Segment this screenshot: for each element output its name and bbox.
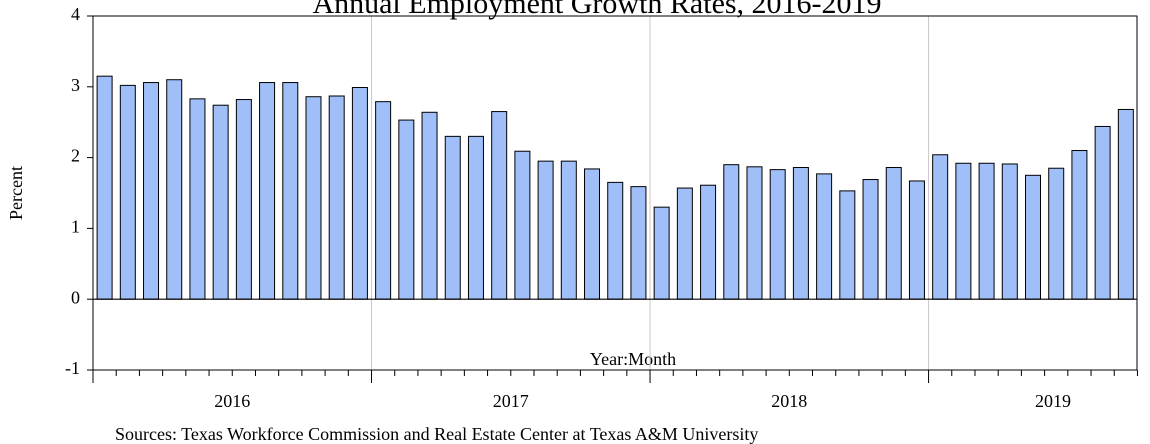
bar (560, 160, 577, 300)
x-tick-label: 2018 (771, 391, 807, 411)
y-tick-label: -1 (65, 358, 80, 378)
bar (212, 104, 229, 300)
bar (514, 150, 531, 300)
bar (839, 190, 856, 300)
bar (235, 99, 252, 300)
x-tick-label: 2016 (214, 391, 250, 411)
bar (746, 166, 763, 300)
bar (537, 160, 554, 300)
bar (398, 119, 415, 300)
bar (375, 101, 392, 300)
plot-frame (92, 15, 1138, 371)
y-tick-label: 1 (71, 217, 80, 237)
bar (1071, 150, 1088, 300)
bar (862, 179, 879, 300)
bar (1117, 108, 1134, 300)
bar (1001, 163, 1018, 300)
y-axis-label: Percent (6, 166, 26, 220)
bar (955, 162, 972, 300)
x-axis-label: Year:Month (590, 349, 676, 369)
bar (584, 168, 601, 300)
bar (676, 187, 693, 300)
bar (282, 82, 299, 300)
bar (630, 186, 647, 300)
y-tick-label: 3 (71, 75, 80, 95)
bar (908, 180, 925, 300)
bar (491, 111, 508, 300)
bar (305, 96, 322, 300)
bar (119, 84, 136, 300)
bar (1048, 167, 1065, 300)
x-tick-label: 2019 (1035, 391, 1071, 411)
bar (444, 135, 461, 300)
y-tick-label: 2 (71, 146, 80, 166)
bar (166, 79, 183, 300)
bar (653, 206, 670, 300)
source-note: Sources: Texas Workforce Commission and … (115, 424, 758, 444)
bar (607, 181, 624, 300)
bar (421, 111, 438, 300)
bar (700, 184, 717, 300)
bar (467, 135, 484, 300)
bar (189, 98, 206, 300)
bar (328, 95, 345, 300)
bar (143, 82, 160, 300)
y-tick-label: 4 (71, 4, 80, 24)
bar (351, 87, 368, 300)
bar (978, 162, 995, 300)
bar (259, 82, 276, 300)
bar (723, 164, 740, 300)
y-tick-label: 0 (71, 287, 80, 307)
bar (1094, 125, 1111, 300)
bar (96, 75, 113, 300)
bar (816, 173, 833, 300)
bar (885, 167, 902, 300)
bar (932, 154, 949, 300)
chart-title: Annual Employment Growth Rates, 2016-201… (312, 0, 881, 20)
bar (792, 167, 809, 300)
x-tick-label: 2017 (493, 391, 529, 411)
bar (769, 169, 786, 300)
bar (1025, 174, 1042, 300)
